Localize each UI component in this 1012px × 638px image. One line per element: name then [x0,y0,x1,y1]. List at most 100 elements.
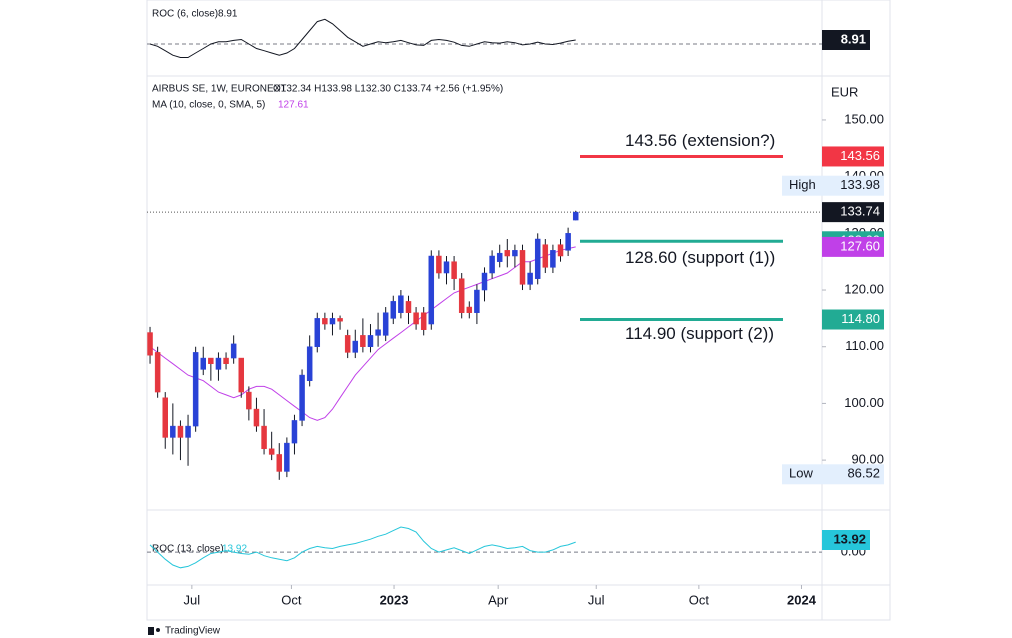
candle-body [329,318,336,325]
candle-body [314,318,321,347]
y-tick-label: 100.00 [844,395,884,410]
candle [329,312,336,336]
candle [230,335,237,364]
candle-body [413,312,419,325]
x-tick-label: 2024 [787,592,817,607]
ohlc-legend: O132.34 H133.98 L132.30 C133.74 +2.56 (+… [273,84,503,95]
level-label: 143.56 [840,148,880,163]
candle [276,443,283,480]
candle-body [398,295,404,313]
candle-body [367,335,374,347]
candle-body [322,318,328,325]
roc6-name: ROC (6, close) [152,9,218,20]
candle-body [223,357,229,364]
roc13-line [149,526,576,569]
candle [390,295,397,325]
candle-body [382,312,389,336]
candle [291,414,298,455]
candle [398,290,404,319]
candle [550,244,556,274]
ma-name: MA (10, close, 0, SMA, 5) [152,100,265,111]
level-box [822,309,884,330]
candle-body [162,397,168,438]
candle-body [466,306,473,313]
level-box [822,146,884,167]
logo [148,627,160,635]
candle [534,233,541,285]
candle-body [299,374,305,421]
candle [314,312,321,353]
footer-brand: TradingView [165,626,221,637]
candle-body [215,357,222,370]
candle [458,273,465,319]
candle [360,318,366,353]
roc13-value: 13.92 [222,544,247,555]
candle [367,324,374,353]
candle-body [504,250,511,257]
candle [306,335,313,387]
candle-body [208,357,214,364]
level-label: 128.60 (support (1)) [625,248,775,267]
x-tick-label: Jul [588,592,605,607]
level-label: 114.90 (support (2)) [625,324,774,343]
candle [451,256,457,291]
candle [375,312,381,347]
candle-body [496,252,503,262]
candle [489,250,495,279]
roc13-label: 13.92 [833,531,866,546]
candle-body [360,335,366,347]
candle-body [253,408,260,427]
candle [542,239,549,274]
candle [344,329,351,359]
ma-value: 127.61 [278,100,309,111]
candle [200,346,206,376]
candle [413,307,419,330]
y-tick-label: 150.00 [844,111,884,126]
candle-body [276,454,283,472]
x-tick-label: 2023 [380,592,409,607]
candle-body [284,442,290,472]
candle-body [185,425,191,438]
candle [322,312,328,330]
candle [162,392,168,449]
candle [352,329,359,359]
candle [512,244,518,268]
candle [177,420,184,461]
candle-body [154,352,161,393]
candle [496,244,503,268]
candle-body [542,244,549,268]
candle-body [337,318,343,322]
candle [420,307,427,336]
candle [253,397,260,432]
level-label: 114.80 [841,311,880,326]
roc6-box [822,30,870,50]
candle-body [451,261,457,279]
roc13-name: ROC (13, close) [152,544,224,555]
candle-body [458,278,465,313]
last-price-label: 133.74 [840,204,880,219]
candle [238,357,245,398]
candle-body [436,255,442,274]
candle-body [527,272,533,285]
candle [527,261,533,291]
candle [428,250,435,330]
candle-body [147,332,153,356]
high-box [782,175,884,196]
low-box [782,464,884,485]
x-tick-label: Oct [281,592,302,607]
y-tick-label: 120.00 [844,281,884,296]
candle-body [405,301,412,313]
candle-body [375,329,381,336]
candle [170,403,176,455]
candle-body [238,357,245,393]
low-label: 86.52 [847,466,880,481]
candle-body [200,357,206,370]
candle-body [352,340,359,353]
roc6-line [149,18,576,58]
candle [565,227,571,257]
candle [443,256,450,285]
candle-body [268,448,275,455]
candle-body [481,272,488,291]
candle [192,346,199,432]
